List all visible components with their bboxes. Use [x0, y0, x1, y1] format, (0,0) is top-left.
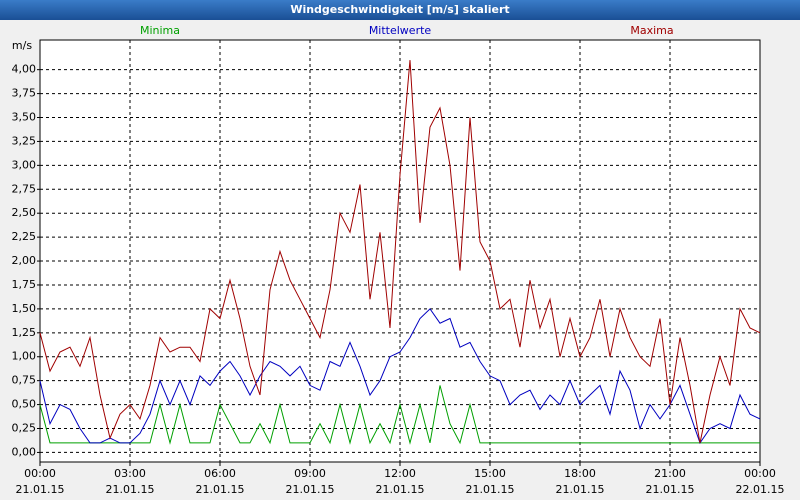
- x-tick-label: 09:00: [294, 467, 326, 480]
- y-tick-label: 3,25: [12, 134, 37, 147]
- x-tick-date: 21.01.15: [16, 483, 65, 496]
- x-tick-date: 22.01.15: [736, 483, 785, 496]
- y-tick-label: 0,25: [12, 422, 37, 435]
- x-tick-date: 21.01.15: [376, 483, 425, 496]
- legend-label: Mittelwerte: [369, 24, 432, 37]
- y-tick-label: 0,75: [12, 374, 37, 387]
- x-tick-label: 18:00: [564, 467, 596, 480]
- y-tick-label: 2,75: [12, 182, 37, 195]
- series-line: [39, 308, 761, 444]
- x-tick-date: 21.01.15: [466, 483, 515, 496]
- series-line: [39, 385, 760, 445]
- window-title: Windgeschwindigkeit [m/s] skaliert: [290, 3, 509, 16]
- y-tick-label: 2,25: [12, 230, 37, 243]
- x-tick-date: 21.01.15: [196, 483, 245, 496]
- x-tick-label: 03:00: [114, 467, 146, 480]
- x-tick-date: 21.01.15: [106, 483, 155, 496]
- y-tick-label: 0,50: [12, 398, 37, 411]
- x-tick-label: 12:00: [384, 467, 416, 480]
- x-tick-label: 21:00: [654, 467, 686, 480]
- series-line: [39, 60, 761, 444]
- x-tick-date: 21.01.15: [286, 483, 335, 496]
- y-tick-label: 1,25: [12, 326, 37, 339]
- y-tick-label: 2,50: [12, 206, 37, 219]
- y-tick-label: 1,50: [12, 302, 37, 315]
- legend-label: Minima: [140, 24, 180, 37]
- x-tick-label: 00:00: [24, 467, 56, 480]
- legend-label: Maxima: [630, 24, 673, 37]
- y-tick-label: 3,00: [12, 158, 37, 171]
- title-bar: [0, 0, 800, 20]
- y-tick-label: 0,00: [12, 445, 37, 458]
- x-tick-date: 21.01.15: [646, 483, 695, 496]
- y-unit: m/s: [12, 39, 32, 52]
- y-tick-label: 3,75: [12, 87, 37, 100]
- y-tick-label: 1,75: [12, 278, 37, 291]
- x-tick-label: 15:00: [474, 467, 506, 480]
- y-tick-label: 4,00: [12, 63, 37, 76]
- x-tick-date: 21.01.15: [556, 483, 605, 496]
- x-tick-label: 00:00: [744, 467, 776, 480]
- y-tick-label: 1,00: [12, 350, 37, 363]
- y-tick-label: 3,50: [12, 111, 37, 124]
- y-tick-label: 2,00: [12, 254, 37, 267]
- x-tick-label: 06:00: [204, 467, 236, 480]
